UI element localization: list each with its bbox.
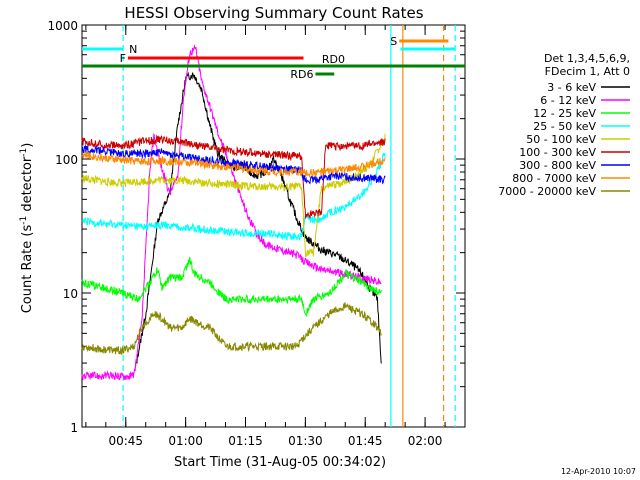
series-line — [81, 144, 386, 185]
series-line — [81, 302, 382, 355]
legend-header: Det 1,3,4,5,6,9, — [544, 52, 630, 65]
y-axis-label-end: ) — [20, 143, 35, 148]
y-axis-label-sup: -1 — [19, 216, 29, 225]
legend: Det 1,3,4,5,6,9,FDecim 1, Att 0 3 - 6 keV… — [498, 52, 630, 198]
y-axis-label-sup2: -1 — [19, 148, 29, 157]
legend-entry: 3 - 6 keV — [547, 81, 596, 94]
y-axis-label-mid: detector — [20, 156, 35, 216]
legend-header: FDecim 1, Att 0 — [545, 65, 630, 78]
series-line — [81, 133, 386, 258]
flag-label: N — [129, 43, 137, 56]
series-line — [81, 151, 386, 178]
legend-entry: 25 - 50 keV — [533, 120, 596, 133]
series-line — [81, 152, 386, 241]
x-tick-label: 01:00 — [168, 434, 203, 448]
y-tick-label: 100 — [55, 153, 78, 167]
legend-entry: 800 - 7000 keV — [512, 172, 596, 185]
x-tick-label: 01:15 — [228, 434, 263, 448]
x-tick-label: 02:00 — [408, 434, 443, 448]
timestamp: 12-Apr-2010 10:07 — [561, 467, 636, 476]
legend-entry: 50 - 100 keV — [526, 133, 596, 146]
y-tick-label: 1000 — [47, 19, 78, 33]
flag-label: F — [120, 52, 126, 65]
x-tick-label: 01:45 — [348, 434, 383, 448]
series-line — [81, 256, 382, 317]
legend-entry: 100 - 300 keV — [519, 146, 596, 159]
x-axis-label: Start Time (31-Aug-05 00:34:02) — [174, 455, 386, 470]
x-tick-label: 00:45 — [108, 434, 143, 448]
x-tick-label: 01:30 — [288, 434, 323, 448]
flag-label: RD6 — [290, 68, 313, 81]
legend-entry: 7000 - 20000 keV — [498, 185, 596, 198]
legend-entry: 6 - 12 keV — [540, 94, 596, 107]
series-line — [81, 134, 386, 220]
series-line — [81, 44, 382, 381]
plot-area: 1 10 100 1000 00:45 01:00 01:15 01:30 01:45 02:00… — [47, 19, 466, 448]
series-line — [134, 71, 382, 368]
y-tick-label: 1 — [70, 421, 78, 435]
legend-entry: 300 - 800 keV — [519, 159, 596, 172]
flag-label: RD0 — [322, 53, 345, 66]
chart-title: HESSI Observing Summary Count Rates — [124, 4, 423, 22]
y-axis-label: Count Rate (s-1 detector-1) — [19, 143, 35, 314]
y-tick-label: 10 — [63, 287, 78, 301]
legend-entry: 12 - 25 keV — [533, 107, 596, 120]
plot-frame — [81, 24, 466, 428]
y-axis-label-pre: Count Rate (s — [20, 225, 35, 314]
flag-label: S — [390, 35, 397, 48]
